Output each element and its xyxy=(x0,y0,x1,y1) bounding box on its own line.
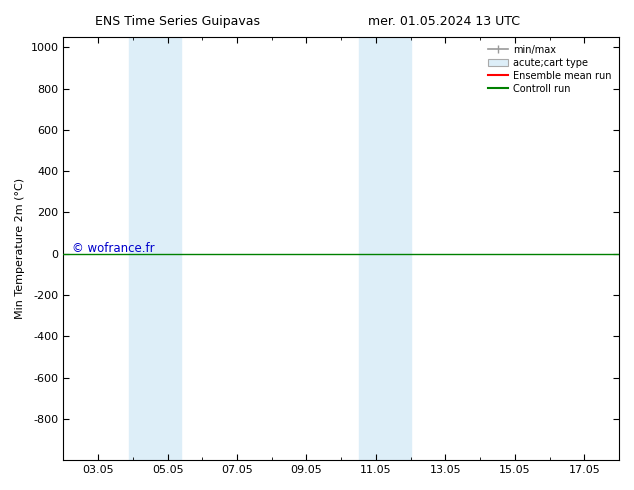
Legend: min/max, acute;cart type, Ensemble mean run, Controll run: min/max, acute;cart type, Ensemble mean … xyxy=(486,42,614,97)
Bar xyxy=(359,37,411,460)
Y-axis label: Min Temperature 2m (°C): Min Temperature 2m (°C) xyxy=(15,178,25,319)
Bar xyxy=(129,37,181,460)
Text: mer. 01.05.2024 13 UTC: mer. 01.05.2024 13 UTC xyxy=(368,15,520,28)
Text: © wofrance.fr: © wofrance.fr xyxy=(72,242,154,255)
Text: ENS Time Series Guipavas: ENS Time Series Guipavas xyxy=(95,15,260,28)
